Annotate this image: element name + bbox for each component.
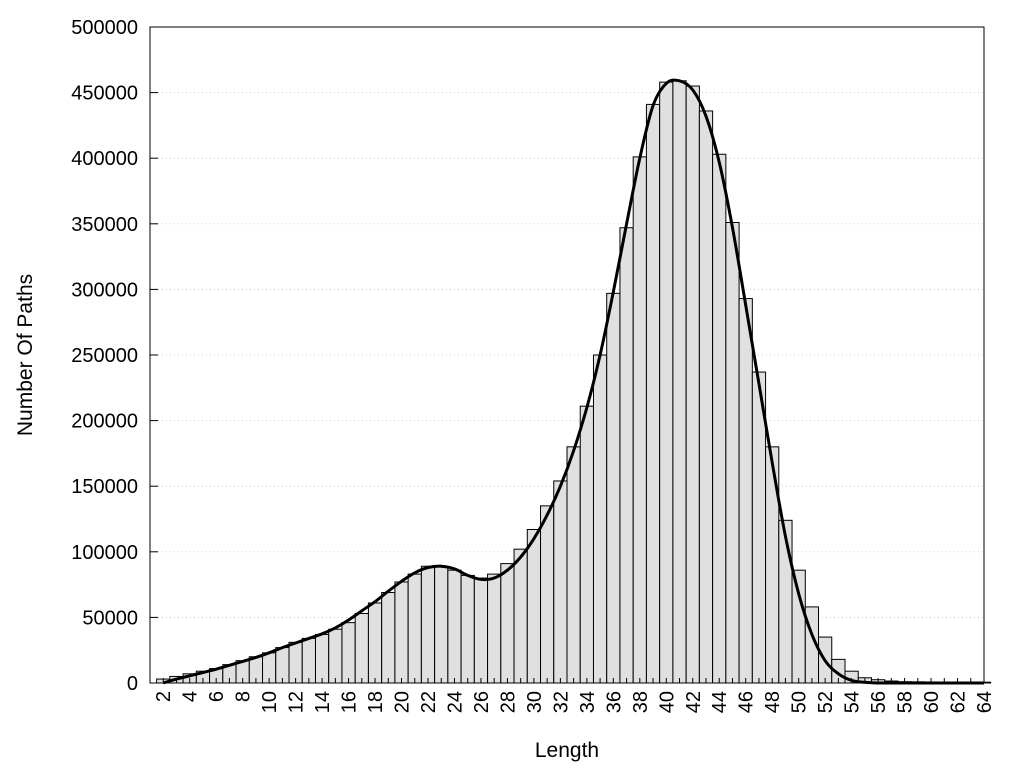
y-axis-title: Number Of Paths bbox=[14, 274, 37, 436]
y-axis-ticks: 0 50000 100000 150000 200000 250000 300000 3500… bbox=[71, 17, 158, 695]
x-tick-label: 6 bbox=[206, 691, 228, 702]
bar-length-37 bbox=[619, 227, 634, 684]
x-tick-label: 38 bbox=[630, 691, 652, 713]
bar-length-26 bbox=[473, 577, 489, 684]
bar-length-46 bbox=[738, 298, 753, 684]
x-tick-label: 2 bbox=[153, 691, 175, 702]
bar-length-39 bbox=[645, 103, 661, 684]
bar-length-15 bbox=[328, 628, 343, 684]
bar-length-23 bbox=[434, 565, 449, 684]
x-tick-label: 10 bbox=[259, 691, 281, 713]
x-tick-label: 24 bbox=[444, 691, 466, 713]
bar-length-12 bbox=[288, 641, 303, 684]
x-tick-label: 64 bbox=[974, 691, 996, 713]
x-tick-label: 18 bbox=[365, 691, 387, 713]
bar-length-16 bbox=[341, 622, 356, 684]
x-axis-ticks: 2 4 6 8 10 12 14 16 18 20 22 24 26 28 30 32 34 36 38 40 42 44… bbox=[149, 678, 996, 713]
x-tick-label: 26 bbox=[471, 691, 493, 713]
bar-length-20 bbox=[394, 581, 409, 684]
x-tick-label: 22 bbox=[418, 691, 440, 713]
x-tick-label: 60 bbox=[921, 691, 943, 713]
y-tick-label: 450000 bbox=[71, 83, 138, 105]
bar-length-17 bbox=[354, 612, 369, 684]
x-tick-label: 32 bbox=[550, 691, 572, 713]
y-tick-label: 250000 bbox=[71, 345, 138, 367]
x-tick-label: 30 bbox=[524, 691, 546, 713]
x-tick-label: 28 bbox=[497, 691, 519, 713]
bars bbox=[156, 80, 992, 684]
x-tick-label: 40 bbox=[656, 691, 678, 713]
y-tick-label: 0 bbox=[127, 673, 138, 695]
bar-length-36 bbox=[606, 292, 621, 684]
x-tick-label: 44 bbox=[709, 691, 731, 713]
x-tick-label: 8 bbox=[233, 691, 255, 702]
bar-length-13 bbox=[301, 637, 316, 684]
y-tick-label: 150000 bbox=[71, 476, 138, 498]
bar-length-34 bbox=[579, 405, 594, 684]
y-tick-label: 500000 bbox=[71, 17, 138, 39]
bar-length-24 bbox=[447, 569, 462, 684]
x-axis-title: Length bbox=[535, 739, 599, 762]
bar-length-45 bbox=[725, 221, 740, 684]
bar-length-40 bbox=[659, 81, 674, 684]
y-tick-label: 50000 bbox=[82, 607, 138, 629]
bar-length-42 bbox=[685, 85, 700, 684]
bar-length-14 bbox=[314, 633, 330, 684]
bar-length-50 bbox=[791, 569, 806, 684]
fitted-curve bbox=[162, 78, 984, 685]
bar-length-18 bbox=[367, 602, 383, 684]
bar-length-21 bbox=[407, 573, 422, 684]
bar-length-19 bbox=[381, 591, 396, 684]
bar-length-33 bbox=[566, 446, 581, 684]
bar-length-49 bbox=[778, 519, 793, 684]
x-tick-label: 58 bbox=[895, 691, 917, 713]
x-tick-label: 50 bbox=[789, 691, 811, 713]
x-tick-label: 56 bbox=[868, 691, 890, 713]
bar-length-35 bbox=[592, 354, 608, 684]
y-tick-label: 200000 bbox=[71, 411, 138, 433]
x-tick-label: 12 bbox=[286, 691, 308, 713]
x-tick-label: 14 bbox=[312, 691, 334, 713]
x-tick-label: 4 bbox=[180, 691, 202, 702]
bar-length-11 bbox=[275, 647, 290, 684]
y-tick-label: 350000 bbox=[71, 214, 138, 236]
x-tick-label: 36 bbox=[603, 691, 625, 713]
x-tick-label: 16 bbox=[339, 691, 361, 713]
bar-length-43 bbox=[698, 110, 714, 684]
x-tick-label: 20 bbox=[392, 691, 414, 713]
bar-length-22 bbox=[420, 565, 436, 684]
bar-length-29 bbox=[513, 548, 528, 684]
y-tick-label: 400000 bbox=[71, 148, 138, 170]
bar-length-44 bbox=[712, 153, 727, 684]
x-tick-label: 48 bbox=[762, 691, 784, 713]
bar-length-41 bbox=[672, 80, 687, 684]
bar-length-28 bbox=[500, 563, 515, 684]
x-tick-label: 46 bbox=[736, 691, 758, 713]
bar-length-38 bbox=[632, 156, 647, 684]
x-tick-label: 54 bbox=[842, 691, 864, 713]
x-tick-label: 62 bbox=[948, 691, 970, 713]
bar-length-25 bbox=[460, 574, 475, 684]
y-tick-label: 300000 bbox=[71, 279, 138, 301]
x-tick-label: 34 bbox=[577, 691, 599, 713]
bar-length-32 bbox=[553, 480, 568, 684]
bar-length-27 bbox=[487, 573, 502, 684]
x-tick-label: 52 bbox=[815, 691, 837, 713]
bar-length-31 bbox=[540, 505, 555, 684]
x-tick-label: 42 bbox=[683, 691, 705, 713]
y-tick-label: 100000 bbox=[71, 542, 138, 564]
bar-length-30 bbox=[526, 528, 542, 684]
